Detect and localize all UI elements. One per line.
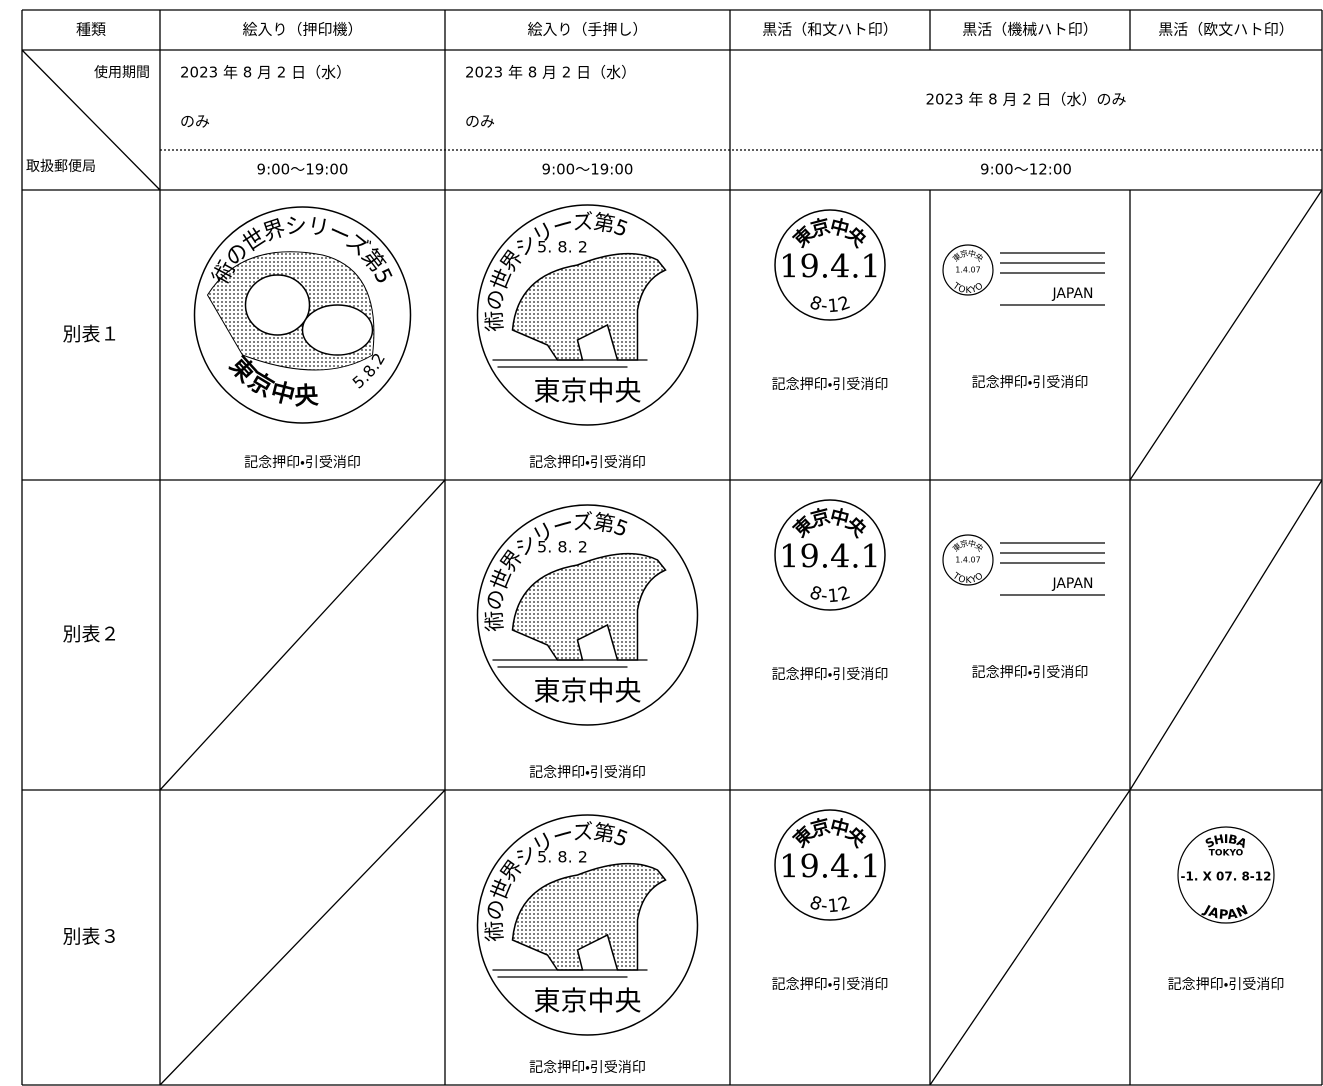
stamp-date: 1.4.07 (955, 266, 980, 275)
stamp-city: TOKYO (950, 280, 985, 295)
period-text: 2023 年 8 月 2 日（水） (465, 64, 636, 82)
rule (159, 479, 446, 791)
stamp-ring (476, 504, 699, 726)
caption: 記念押印・引受消印 (529, 455, 646, 471)
stamp-arc-text: 美術の世界シリーズ第5集 (0, 0, 397, 289)
row-label: 別表１ (62, 324, 119, 346)
header-cell: 種類 (76, 21, 106, 39)
caption: 記念押印・引受消印 (529, 765, 646, 781)
header-cell: 黒活（和文ハト印） (762, 21, 897, 39)
stamp-office: 東京中央 (950, 537, 986, 553)
stamp-time: 8-12 (807, 292, 854, 317)
stamp-city: TOKYO (1209, 849, 1244, 859)
stamp-date: 19.4.1 (779, 848, 881, 886)
stamp-office: 東京中央 (534, 987, 642, 1018)
stamp-office: SHIBA (1203, 831, 1250, 850)
period-text: のみ (180, 113, 210, 131)
stamp-time: 8-12 (807, 582, 854, 607)
stamp-office: 東京中央 (534, 677, 642, 708)
caption: 記念押印・引受消印 (972, 665, 1089, 681)
stamp-date: 19.4.1 (779, 248, 881, 286)
stamp-country: JAPAN (1051, 576, 1093, 592)
stamp-ring (774, 809, 886, 921)
stamp-time: 8-12 (807, 892, 854, 917)
period-label: 使用期間 (94, 64, 150, 81)
stamp-office: SHIBA (1203, 831, 1250, 850)
header-cell: 絵入り（手押し） (527, 21, 647, 39)
stamp-ring (1177, 826, 1275, 924)
hours-text: 9:00～12:00 (980, 161, 1072, 179)
rule (1129, 479, 1323, 791)
row-label: 別表２ (62, 624, 119, 646)
stamp-ring (476, 814, 699, 1036)
caption: 記念押印・引受消印 (772, 667, 889, 683)
stamp-office: 東京中央 (950, 247, 986, 263)
stamp-arc-text: 美術の世界シリーズ第5集 (0, 0, 397, 289)
caption: 記念押印・引受消印 (772, 377, 889, 393)
stamp-ring (774, 209, 886, 321)
office-label: 取扱郵便局 (26, 159, 96, 175)
stamp-ring (942, 244, 994, 296)
stamp-office: 東京中央 (534, 377, 642, 408)
stamp-date: -1. X 07. 8-12 (1181, 870, 1272, 884)
stamp-date: 19.4.1 (779, 538, 881, 576)
stamp-date: 1.4.07 (955, 556, 980, 565)
rule (929, 789, 1131, 1086)
stamp-country: JAPAN (1051, 286, 1093, 302)
stamp-date: 5. 8. 2 (537, 238, 588, 257)
stamp-arc-text: 美術の世界シリーズ第5集 (0, 0, 632, 942)
period-text: 2023 年 8 月 2 日（水）のみ (925, 91, 1126, 109)
rule (21, 49, 161, 191)
header-cell: 黒活（欧文ハト印） (1158, 21, 1293, 39)
stamp-date: 5. 8. 2 (537, 848, 588, 867)
stamp-city: TOKYO (950, 280, 985, 295)
caption: 記念押印・引受消印 (772, 977, 889, 993)
hours-text: 9:00～19:00 (257, 161, 349, 179)
stamp-office: 東京中央 (950, 537, 986, 553)
stamp-art (511, 252, 667, 361)
stamp-ring (942, 534, 994, 586)
stamp-ring (193, 206, 412, 424)
stamp-time: 8-12 (807, 292, 854, 317)
stamp-office: 東京中央 (950, 247, 986, 263)
stamp-ring (774, 499, 886, 611)
caption: 記念押印・引受消印 (972, 375, 1089, 391)
caption: 記念押印・引受消印 (244, 455, 361, 471)
stamp-art (301, 304, 374, 356)
stamp-city: TOKYO (950, 570, 985, 585)
caption: 記念押印・引受消印 (1168, 977, 1285, 993)
stamp-time: 8-12 (807, 892, 854, 917)
header-cell: 黒活（機械ハト印） (962, 21, 1097, 39)
stamp-date: 5. 8. 2 (537, 538, 588, 557)
stamp-art (244, 274, 311, 336)
stamp-art (511, 552, 667, 661)
period-text: のみ (465, 113, 495, 131)
caption: 記念押印・引受消印 (529, 1060, 646, 1076)
rule (159, 789, 446, 1086)
stamp-arc-text: 美術の世界シリーズ第5集 (0, 0, 632, 942)
stamp-city: TOKYO (950, 570, 985, 585)
period-text: 2023 年 8 月 2 日（水） (180, 64, 351, 82)
hours-text: 9:00～19:00 (542, 161, 634, 179)
row-label: 別表３ (62, 926, 119, 948)
header-cell: 絵入り（押印機） (242, 21, 362, 39)
rule (1129, 189, 1323, 481)
stamp-art (511, 862, 667, 971)
stamp-ring (476, 204, 699, 426)
stamp-time: 8-12 (807, 582, 854, 607)
